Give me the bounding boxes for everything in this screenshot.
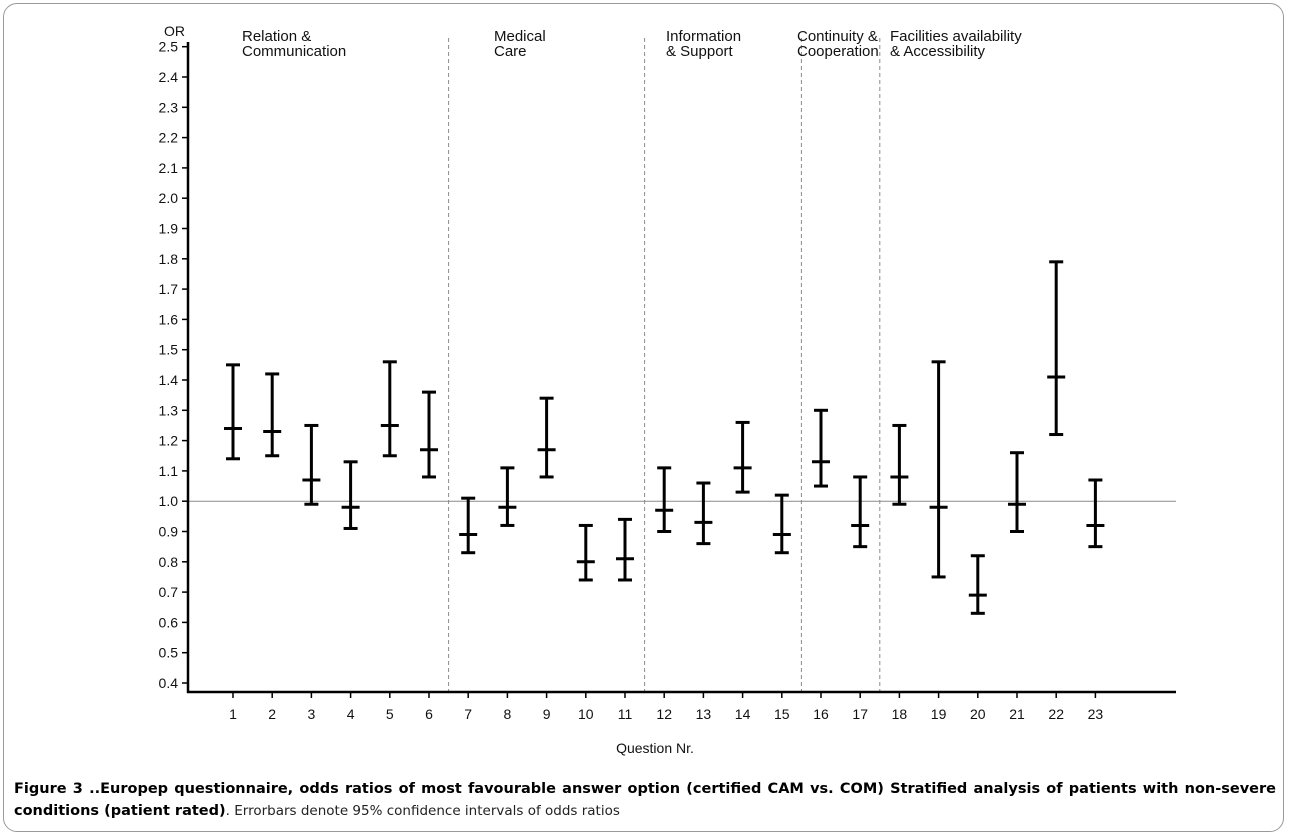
error-bar-q15 xyxy=(772,493,791,555)
x-tick-label: 5 xyxy=(386,706,394,722)
group-label-line: Care xyxy=(494,43,527,60)
error-bar-q11 xyxy=(616,517,634,582)
group-label-line: Relation & xyxy=(242,28,311,45)
y-tick-label: 0.6 xyxy=(159,614,179,630)
figure-caption: Figure 3 ..Europep questionnaire, odds r… xyxy=(14,778,1276,822)
error-bar-q1 xyxy=(224,363,242,461)
x-tick-label: 14 xyxy=(735,706,751,722)
group-labels: Relation & Communication Medical Care Inform… xyxy=(242,28,1022,60)
y-tick-label: 2.1 xyxy=(159,160,179,176)
group-label: Continuity & Cooperation xyxy=(797,28,879,60)
x-tick-label: 1 xyxy=(229,706,237,722)
x-tick-label: 7 xyxy=(464,706,472,722)
odds-ratio-chart: 0.4 0.5 0.6 0.7 0.8 0.9 1.0 1.1 1.2 1.3 1.4 1.5 1.6 1… xyxy=(159,23,1176,756)
x-tick-label: 10 xyxy=(578,706,594,722)
x-tick-label: 22 xyxy=(1048,706,1064,722)
x-tick-label: 16 xyxy=(813,706,829,722)
y-tick-label: 1.7 xyxy=(159,281,179,297)
error-bar-q19 xyxy=(929,360,948,579)
y-tick-label: 1.3 xyxy=(159,402,179,418)
x-tick-label: 23 xyxy=(1088,706,1104,722)
y-tick-label: 2.2 xyxy=(159,130,179,146)
error-bar-q4 xyxy=(341,460,360,530)
x-tick-label: 15 xyxy=(774,706,790,722)
y-tick-label: 1.8 xyxy=(159,251,179,267)
x-tick-label: 12 xyxy=(656,706,672,722)
x-axis-label: Question Nr. xyxy=(616,740,694,756)
y-tick-label: 0.7 xyxy=(159,584,179,600)
y-tick-label: 0.9 xyxy=(159,524,179,540)
y-tick-label: 2.0 xyxy=(159,190,179,206)
axes: 0.4 0.5 0.6 0.7 0.8 0.9 1.0 1.1 1.2 1.3 1.4 1.5 1.6 1… xyxy=(159,39,1176,722)
y-tick-label: 2.5 xyxy=(159,39,179,55)
error-bar-q16 xyxy=(812,408,830,488)
y-tick-label: 0.4 xyxy=(159,675,179,691)
y-tick-label: 2.4 xyxy=(159,69,179,85)
error-bar-q21 xyxy=(1008,451,1026,533)
y-tick-label: 2.3 xyxy=(159,99,179,115)
y-tick-label: 1.2 xyxy=(159,433,179,449)
group-label-line: Facilities availability xyxy=(890,28,1022,45)
error-bar-q10 xyxy=(576,523,595,582)
group-label-line: & Accessibility xyxy=(890,43,986,60)
group-label: Information & Support xyxy=(666,28,741,60)
x-tick-label: 17 xyxy=(852,706,868,722)
y-tick-label: 1.0 xyxy=(159,493,179,509)
error-bars xyxy=(224,260,1105,615)
y-axis-label: OR xyxy=(164,23,185,39)
error-bar-q13 xyxy=(694,481,713,546)
x-tick-label: 13 xyxy=(696,706,712,722)
error-bar-q14 xyxy=(733,420,752,494)
group-label: Medical Care xyxy=(494,28,546,60)
error-bar-q5 xyxy=(380,360,399,458)
group-label-line: & Support xyxy=(666,43,734,60)
x-tick-label: 9 xyxy=(543,706,551,722)
error-bar-q2 xyxy=(263,372,282,458)
group-dividers xyxy=(448,38,881,692)
y-tick-label: 0.8 xyxy=(159,554,179,570)
group-label: Facilities availability & Accessibility xyxy=(890,28,1022,60)
group-label-line: Cooperation xyxy=(797,43,879,60)
y-tick-label: 0.5 xyxy=(159,645,179,661)
y-tick-label: 1.9 xyxy=(159,221,179,237)
error-bar-q22 xyxy=(1047,260,1066,437)
caption-bold: Figure 3 ..Europep questionnaire, odds r… xyxy=(14,781,1276,819)
error-bar-q20 xyxy=(968,554,987,615)
error-bar-q23 xyxy=(1086,478,1105,549)
error-bar-q3 xyxy=(302,423,321,506)
x-tick-label: 8 xyxy=(504,706,512,722)
x-tick-label: 4 xyxy=(347,706,355,722)
error-bar-q8 xyxy=(498,466,517,527)
caption-rest: . Errorbars denote 95% confidence interv… xyxy=(225,803,620,819)
error-bar-q17 xyxy=(851,475,870,549)
x-tick-label: 19 xyxy=(931,706,947,722)
group-label-line: Communication xyxy=(242,43,346,60)
y-tick-label: 1.6 xyxy=(159,311,179,327)
x-tick-label: 6 xyxy=(425,706,433,722)
y-tick-label: 1.5 xyxy=(159,342,179,358)
y-tick-label: 1.1 xyxy=(159,463,179,479)
error-bar-q12 xyxy=(655,466,674,533)
x-tick-label: 20 xyxy=(970,706,986,722)
group-label-line: Continuity & xyxy=(797,28,878,45)
group-label: Relation & Communication xyxy=(242,28,346,60)
group-label-line: Information xyxy=(666,28,741,45)
x-tick-label: 21 xyxy=(1009,706,1025,722)
error-bar-q18 xyxy=(890,423,909,506)
group-label-line: Medical xyxy=(494,28,546,45)
x-tick-label: 3 xyxy=(308,706,316,722)
error-bar-q7 xyxy=(459,496,478,555)
x-tick-label: 2 xyxy=(268,706,276,722)
error-bar-q9 xyxy=(537,396,556,479)
error-bar-q6 xyxy=(420,390,438,479)
y-tick-label: 1.4 xyxy=(159,372,179,388)
x-tick-label: 11 xyxy=(618,706,633,722)
figure-frame xyxy=(3,3,1284,832)
x-tick-label: 18 xyxy=(892,706,908,722)
